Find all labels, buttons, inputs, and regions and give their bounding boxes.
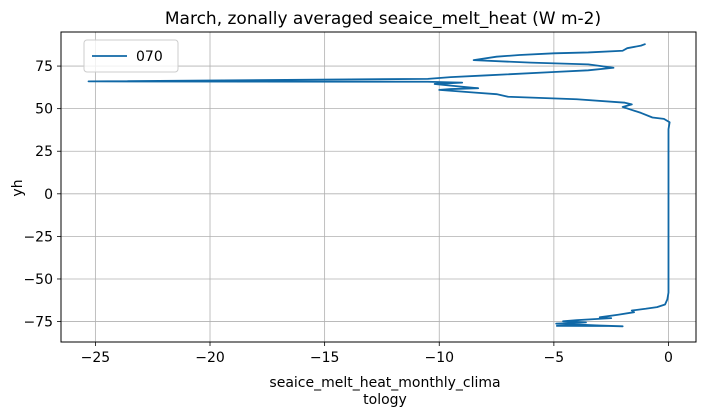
x-axis-label-line-2: tology <box>363 392 407 408</box>
x-tick-label: −20 <box>195 350 225 366</box>
chart-title: March, zonally averaged seaice_melt_heat… <box>165 9 601 29</box>
x-tick-label: −5 <box>544 350 565 366</box>
y-tick-label: 25 <box>35 144 53 160</box>
y-tick-label: −50 <box>23 272 53 288</box>
plot-frame <box>60 31 697 343</box>
x-tick-label: −15 <box>310 350 340 366</box>
y-tick-label: 50 <box>35 102 53 118</box>
series-line-070 <box>87 43 671 328</box>
legend: 070 <box>83 39 179 73</box>
x-tick-label: −10 <box>424 350 454 366</box>
y-axis: −75 −50 −25 0 25 50 75 <box>23 59 61 331</box>
legend-box <box>83 39 179 73</box>
x-axis: −25 −20 −15 −10 −5 0 <box>81 342 673 366</box>
y-tick-label: 0 <box>44 187 53 203</box>
y-axis-label: yh <box>10 179 26 196</box>
y-tick-label: −75 <box>23 315 53 331</box>
series-layer <box>87 43 671 328</box>
x-axis-label-line-1: seaice_melt_heat_monthly_clima <box>269 375 500 391</box>
x-tick-label: −25 <box>81 350 111 366</box>
y-tick-label: 75 <box>35 59 53 75</box>
y-tick-label: −25 <box>23 229 53 245</box>
legend-label: 070 <box>136 49 163 65</box>
x-tick-label: 0 <box>664 350 673 366</box>
